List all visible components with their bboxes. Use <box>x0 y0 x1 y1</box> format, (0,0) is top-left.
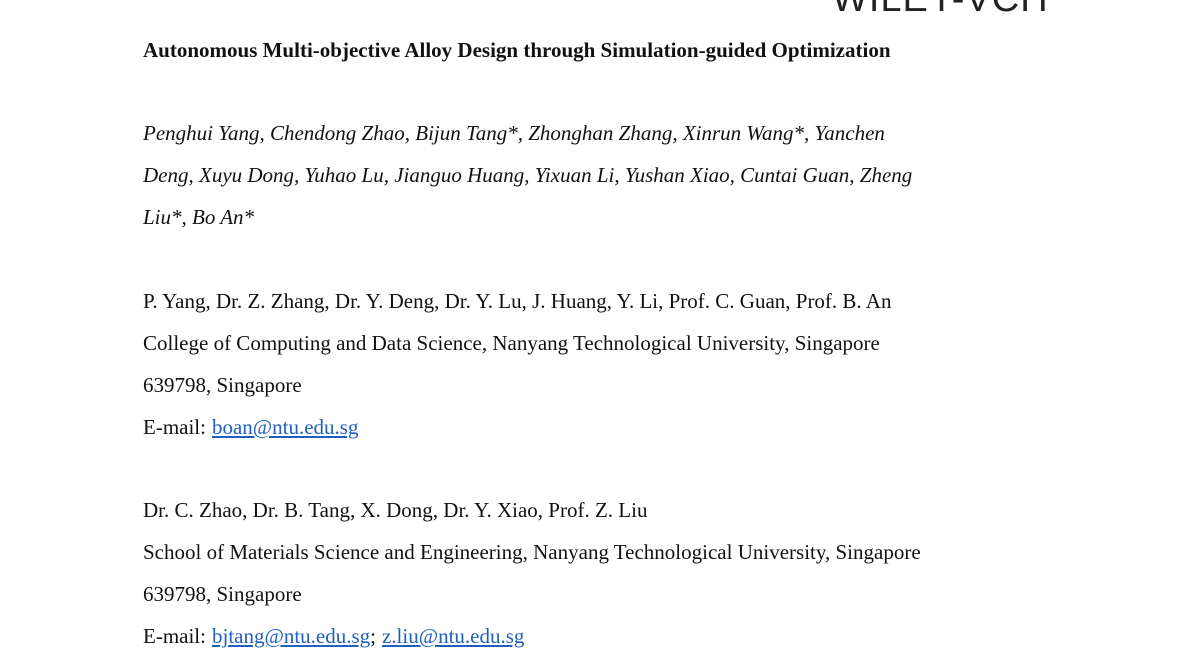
author-line: Deng, Xuyu Dong, Yuhao Lu, Jianguo Huang… <box>143 163 913 187</box>
affiliation: P. Yang, Dr. Z. Zhang, Dr. Y. Deng, Dr. … <box>143 280 891 448</box>
email-link[interactable]: z.liu@ntu.edu.sg <box>381 624 525 648</box>
email-link[interactable]: bjtang@ntu.edu.sg <box>211 624 371 648</box>
author-line: Liu*, Bo An* <box>143 205 255 229</box>
affiliation-line: 639798, Singapore <box>143 582 302 606</box>
affiliation: Dr. C. Zhao, Dr. B. Tang, X. Dong, Dr. Y… <box>143 489 921 657</box>
affiliation-line: School of Materials Science and Engineer… <box>143 540 921 564</box>
affiliation-line: Dr. C. Zhao, Dr. B. Tang, X. Dong, Dr. Y… <box>143 498 648 522</box>
author-line: Penghui Yang, Chendong Zhao, Bijun Tang*… <box>143 121 885 145</box>
email-text: E-mail: <box>143 624 206 648</box>
email-text: E-mail: <box>143 415 206 439</box>
publisher-logo: WILEY-VCH <box>832 0 1049 21</box>
affiliation-line: College of Computing and Data Science, N… <box>143 331 880 355</box>
paper-title: Autonomous Multi-objective Alloy Design … <box>143 38 891 62</box>
email-line: E-mail: bjtang@ntu.edu.sg; z.liu@ntu.edu.s… <box>143 615 921 657</box>
email-link[interactable]: boan@ntu.edu.sg <box>211 415 359 439</box>
affiliation-line: 639798, Singapore <box>143 373 302 397</box>
author-list: Penghui Yang, Chendong Zhao, Bijun Tang*… <box>143 112 912 238</box>
affiliation-line: P. Yang, Dr. Z. Zhang, Dr. Y. Deng, Dr. … <box>143 289 892 313</box>
email-text: ; <box>370 624 376 648</box>
email-line: E-mail: boan@ntu.edu.sg <box>143 406 891 448</box>
